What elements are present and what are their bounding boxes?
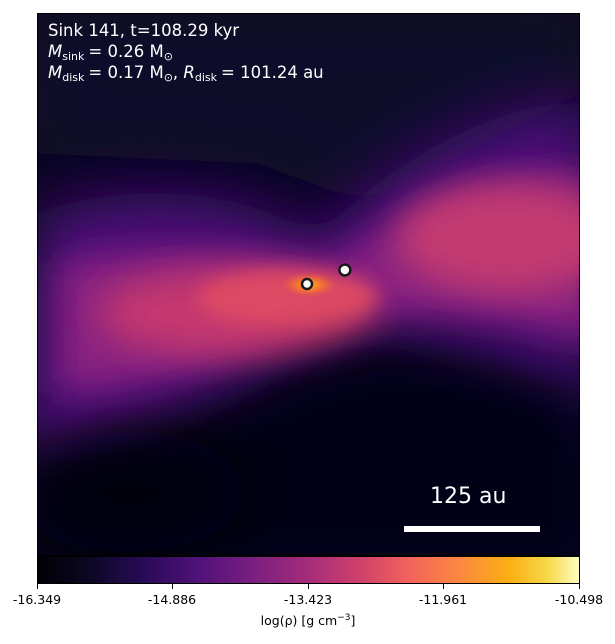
scale-bar: [404, 526, 540, 532]
density-map: Sink 141, t=108.29 kyr Msink = 0.26 M⊙ Md…: [37, 13, 580, 556]
scale-bar-label: 125 au: [430, 484, 507, 509]
colorbar-tick: [443, 584, 444, 589]
colorbar-tick: [37, 584, 38, 589]
sink-title: Sink 141, t=108.29 kyr: [48, 21, 240, 40]
colorbar-tick-label: -13.423: [283, 592, 333, 607]
colorbar-tick-label: -11.961: [418, 592, 468, 607]
colorbar-tick: [308, 584, 309, 589]
colorbar-tick-label: -14.886: [147, 592, 197, 607]
sink-marker: [338, 263, 352, 277]
sink-marker: [300, 277, 314, 291]
colorbar-tick-label: -16.349: [12, 592, 62, 607]
colorbar-tick: [172, 584, 173, 589]
colorbar: [37, 556, 580, 584]
sink-mass-label: Msink = 0.26 M⊙: [48, 42, 173, 63]
density-image: [38, 14, 579, 555]
colorbar-tick: [579, 584, 580, 589]
disk-label: Mdisk = 0.17 M⊙, Rdisk = 101.24 au: [48, 63, 324, 84]
colorbar-tick-label: -10.498: [554, 592, 604, 607]
colorbar-label: log(ρ) [g cm−3]: [260, 613, 356, 629]
